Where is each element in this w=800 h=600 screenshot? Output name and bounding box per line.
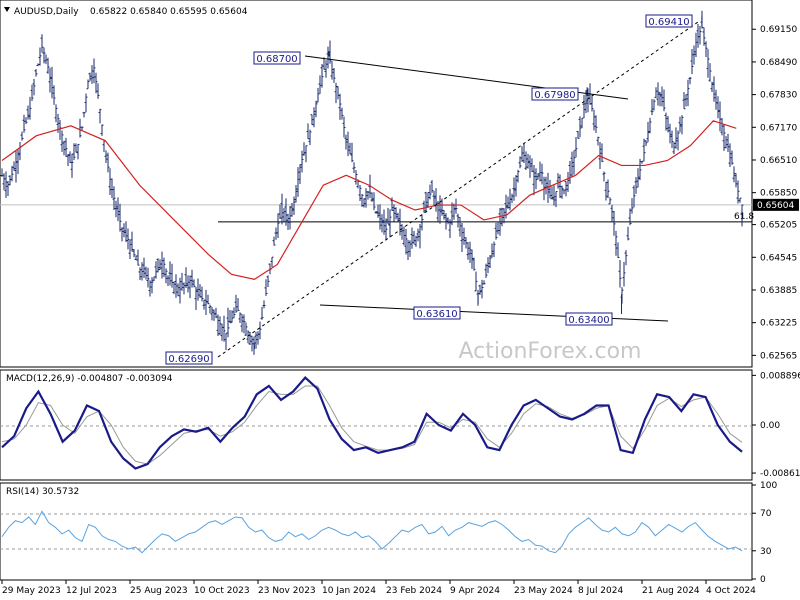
annotation-067980: 0.67980 — [531, 87, 579, 101]
macd-tick-label: 0.008896 — [760, 371, 800, 381]
dropdown-arrow-icon — [4, 7, 10, 12]
price-tick-label: 0.63225 — [760, 319, 797, 329]
rsi-line — [1, 510, 743, 554]
macd-signal-line — [1, 385, 743, 465]
date-label: 21 Aug 2024 — [642, 586, 700, 596]
date-label: 12 Jul 2023 — [66, 586, 117, 596]
rsi-title: RSI(14) 30.5732 — [6, 487, 79, 497]
annotation-062690: 0.62690 — [165, 351, 213, 365]
macd-title: MACD(12,26,9) -0.004807 -0.003094 — [6, 374, 173, 384]
price-tick-label: 0.65205 — [760, 221, 797, 231]
date-label: 10 Jan 2024 — [322, 586, 376, 596]
rsi-axis: 100 70 30 0 — [752, 481, 777, 585]
rsi-tick-label: 0 — [760, 575, 766, 585]
annotation-label: 0.69410 — [648, 17, 689, 28]
date-label: 23 Nov 2023 — [258, 586, 316, 596]
rising-channel-dashed-line — [217, 21, 699, 358]
price-tick-label: 0.67830 — [760, 91, 797, 101]
moving-average-line — [1, 120, 737, 280]
macd-line — [1, 376, 743, 470]
rsi-tick-label: 30 — [760, 547, 772, 557]
price-tick-label: 0.69150 — [760, 25, 797, 35]
annotation-label: 0.62690 — [168, 354, 209, 365]
price-panel-frame — [0, 0, 753, 368]
date-label: 9 Apr 2024 — [450, 586, 500, 596]
annotation-068700: 0.68700 — [253, 51, 301, 65]
date-label: 25 Aug 2023 — [130, 586, 188, 596]
price-bars — [0, 10, 744, 355]
annotation-063400: 0.63400 — [565, 312, 613, 326]
current-price-label: 0.65604 — [757, 201, 794, 211]
price-tick-label: 0.62565 — [760, 351, 797, 361]
rsi-tick-label: 70 — [760, 509, 772, 519]
annotation-label: 0.67980 — [534, 90, 575, 101]
date-axis: 29 May 2023 12 Jul 2023 25 Aug 2023 10 Oct … — [1, 580, 756, 596]
date-label: 4 Oct 2024 — [706, 586, 756, 596]
ohlc-values: 0.65822 0.65840 0.65595 0.65604 — [90, 7, 248, 17]
annotation-label: 0.68700 — [256, 54, 297, 65]
macd-tick-label: 0.00 — [760, 421, 780, 431]
price-tick-label: 0.68490 — [760, 58, 797, 68]
macd-tick-label: -0.008612 — [760, 469, 800, 479]
watermark: ActionForex.com — [459, 339, 642, 364]
price-axis: 0.69150 0.68490 0.67830 0.67170 0.66510 0.658… — [752, 25, 797, 361]
date-label: 23 May 2024 — [514, 586, 573, 596]
annotation-label: 0.63610 — [416, 309, 457, 320]
rsi-panel-frame — [0, 482, 753, 581]
annotation-063610: 0.63610 — [413, 306, 461, 320]
macd-axis: 0.008896 0.00 -0.008612 — [752, 371, 800, 479]
date-label: 10 Oct 2023 — [194, 586, 250, 596]
price-title: AUDUSD,Daily — [14, 7, 79, 17]
fib-label: 61.8 — [734, 212, 754, 222]
price-tick-label: 0.64545 — [760, 253, 797, 263]
annotation-label: 0.63400 — [568, 315, 609, 326]
price-tick-label: 0.66510 — [760, 156, 797, 166]
annotation-069410: 0.69410 — [645, 14, 693, 28]
rsi-tick-label: 100 — [760, 481, 777, 491]
price-tick-label: 0.65850 — [760, 189, 797, 199]
current-price-tag — [753, 198, 799, 211]
date-label: 8 Jul 2024 — [578, 586, 623, 596]
price-tick-label: 0.63885 — [760, 286, 797, 296]
date-label: 29 May 2023 — [2, 586, 61, 596]
price-tick-label: 0.67170 — [760, 123, 797, 133]
date-label: 23 Feb 2024 — [386, 586, 442, 596]
